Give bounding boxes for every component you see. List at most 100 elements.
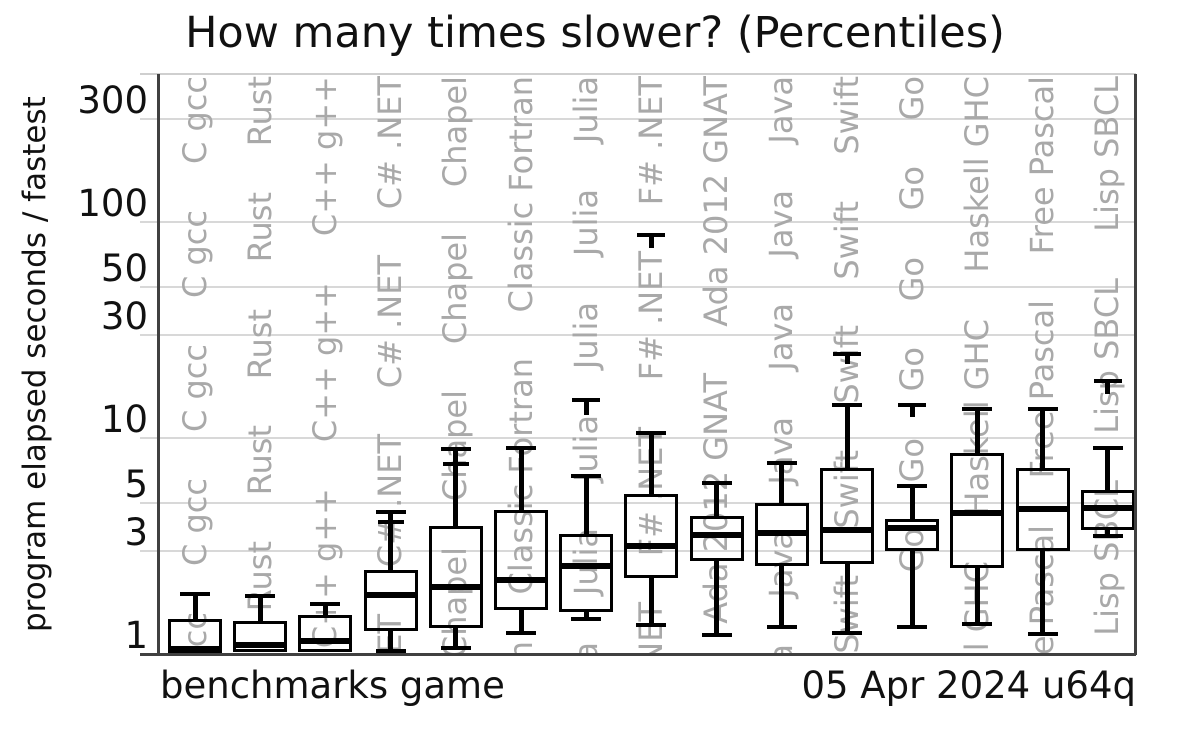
whisker-upper-rust	[257, 596, 263, 622]
median-line-f-net	[624, 543, 679, 550]
outlier-stub-lisp-sbcl-0	[1105, 381, 1111, 394]
watermark-label: C gcc	[175, 76, 214, 165]
whisker-upper-lisp-sbcl	[1105, 447, 1111, 490]
gridline-5	[140, 502, 1136, 505]
watermark-label: Go	[892, 347, 931, 392]
whisker-upper-julia	[583, 475, 589, 534]
whisker-lower-ada-2012-gnat	[714, 560, 720, 636]
watermark-label: Go	[892, 256, 931, 302]
median-line-java	[754, 529, 809, 536]
whisker-lower-free-pascal	[1040, 550, 1046, 634]
median-line-c-gcc	[168, 646, 222, 653]
whisker-lower-cap-go	[897, 625, 928, 630]
whisker-upper-f-net	[648, 433, 654, 495]
median-line-julia	[559, 563, 614, 570]
y-tick-label-30: 30	[100, 294, 148, 338]
gridline-300	[140, 117, 1136, 120]
watermark-label: Java	[762, 189, 801, 258]
iqr-box-swift	[820, 467, 874, 565]
whisker-lower-cap-swift	[832, 631, 862, 636]
watermark-label: C++ g++	[305, 76, 344, 237]
whisker-lower-f-net	[648, 577, 654, 626]
watermark-label: F# .NET	[631, 251, 670, 381]
watermark-label: Go	[892, 76, 931, 121]
whisker-upper-c-net	[388, 511, 394, 570]
whisker-upper-cap-swift	[832, 403, 862, 408]
whisker-upper-cap-julia	[571, 473, 602, 478]
iqr-box-c-g-	[298, 614, 353, 653]
watermark-label: Rust	[240, 192, 279, 263]
watermark-label: Julia	[566, 189, 605, 257]
whisker-lower-swift	[844, 564, 850, 634]
whisker-upper-cap-haskell-ghc	[962, 407, 993, 412]
watermark-label: C# .NET	[371, 76, 410, 210]
footer-date-label: 05 Apr 2024 u64q	[801, 664, 1136, 707]
whisker-lower-cap-free-pascal	[1027, 631, 1058, 636]
whisker-lower-cap-java	[766, 625, 797, 630]
whisker-upper-cap-lisp-sbcl	[1092, 445, 1123, 450]
whisker-upper-java	[779, 462, 785, 504]
whisker-upper-cap-rust	[245, 594, 276, 599]
outlier-stub-f-net-0	[648, 235, 654, 248]
watermark-label: Haskell GHC	[957, 76, 996, 273]
iqr-box-classic-fortran	[494, 509, 548, 610]
watermark-label: Rust	[240, 424, 279, 496]
y-tick-label-100: 100	[77, 182, 148, 225]
gridline-30	[140, 333, 1136, 336]
whisker-upper-cap-java	[766, 460, 797, 465]
whisker-lower-cap-chapel	[440, 645, 471, 650]
whisker-upper-classic-fortran	[518, 447, 524, 510]
whisker-upper-haskell-ghc	[974, 409, 980, 454]
whisker-lower-cap-julia	[571, 617, 602, 622]
watermark-label: Java	[762, 76, 801, 144]
watermark-column-rust: RustRustRustRustRustRust	[234, 76, 286, 654]
plot-top-border	[140, 73, 1136, 75]
gridline-10	[140, 437, 1136, 439]
watermark-label: C# .NET	[371, 255, 410, 389]
watermark-label: F# .NET	[631, 76, 670, 206]
median-line-c-g-	[298, 637, 353, 644]
iqr-box-f-net	[624, 494, 679, 578]
y-axis-title: program elapsed seconds / fastest	[17, 96, 53, 633]
watermark-label: C++ g++	[305, 282, 344, 443]
percentile-dash-c-net-0	[377, 519, 404, 524]
chart-title: How many times slower? (Percentiles)	[185, 8, 1005, 58]
watermark-label: Ada 2012 GNAT	[697, 76, 736, 327]
y-tick-label-50: 50	[100, 247, 148, 291]
watermark-label: Classic Fortran	[501, 76, 540, 313]
whisker-upper-cap-c-net	[375, 509, 406, 514]
watermark-label: Rust	[240, 76, 279, 147]
whisker-upper-chapel	[453, 448, 459, 527]
watermark-label: C gcc	[175, 210, 214, 299]
outlier-stub-go-0	[909, 405, 915, 418]
watermark-label: Julia	[566, 302, 605, 370]
percentile-dash-chapel-0	[442, 461, 469, 466]
iqr-box-c-gcc	[168, 619, 222, 654]
whisker-upper-cap-classic-fortran	[506, 445, 536, 450]
watermark-label: Free Pascal	[1023, 76, 1062, 255]
median-line-haskell-ghc	[950, 509, 1005, 516]
whisker-upper-cap-free-pascal	[1027, 407, 1058, 412]
outlier-stub-julia-0	[583, 399, 589, 415]
watermark-label: Go	[892, 437, 931, 482]
whisker-upper-c-gcc	[192, 593, 198, 620]
watermark-column-c-g-: C++ g++C++ g++C++ g++C++ g++C++ g++C++ g…	[299, 76, 351, 654]
whisker-lower-cap-f-net	[636, 623, 667, 628]
median-line-lisp-sbcl	[1080, 504, 1135, 511]
median-line-chapel	[428, 583, 483, 590]
whisker-lower-c-net	[388, 630, 394, 652]
whisker-upper-cap-f-net	[636, 431, 667, 436]
y-tick-label-5: 5	[124, 463, 148, 507]
plot-right-border	[1134, 74, 1137, 655]
watermark-label: Lisp SBCL	[1088, 277, 1127, 434]
footer-benchmarks-game-label: benchmarks game	[160, 664, 505, 707]
whisker-lower-lisp-sbcl	[1105, 530, 1111, 537]
y-tick-label-3: 3	[124, 510, 148, 554]
watermark-label: Swift	[827, 325, 866, 404]
watermark-label: C gcc	[175, 478, 214, 567]
median-line-swift	[820, 527, 874, 533]
whisker-upper-cap-ada-2012-gnat	[701, 480, 732, 485]
median-line-free-pascal	[1015, 505, 1070, 512]
